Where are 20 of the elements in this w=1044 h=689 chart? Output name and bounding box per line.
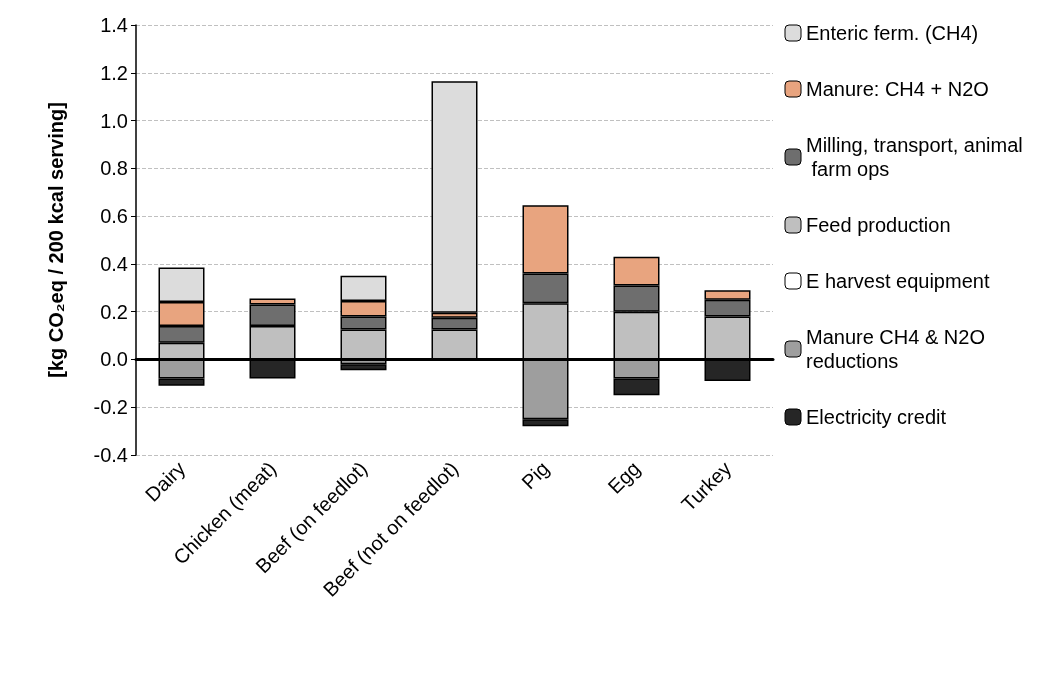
y-tick-label: -0.2: [93, 396, 128, 419]
y-tick-label: 0.4: [100, 252, 128, 275]
y-axis-title: [kg CO₂eq / 200 kcal serving]: [45, 102, 67, 378]
y-tick-label: 0.0: [100, 348, 128, 371]
legend-label: Electricity credit: [806, 406, 947, 428]
legend-label: E harvest equipment: [806, 270, 990, 292]
legend-label: Enteric ferm. (CH4): [806, 22, 979, 44]
y-tick-label: 1.2: [100, 61, 128, 84]
y-tick-label: 0.2: [100, 300, 128, 323]
y-tick-label: 1.4: [100, 14, 128, 36]
legend-label: Manure CH4 & N2O reductions: [806, 326, 991, 372]
x-tick-label: Egg: [603, 457, 645, 498]
legend-label: Milling, transport, animal farm ops: [806, 134, 1023, 180]
y-tick-label: 0.8: [100, 157, 128, 180]
x-tick-label: Pig: [517, 457, 554, 494]
legend-label: Manure: CH4 + N2O: [806, 78, 989, 100]
y-tick-label: -0.4: [93, 444, 128, 466]
y-tick-label: 0.6: [100, 205, 128, 228]
y-tick-label: 1.0: [100, 109, 128, 132]
legend-label: Feed production: [806, 214, 951, 236]
